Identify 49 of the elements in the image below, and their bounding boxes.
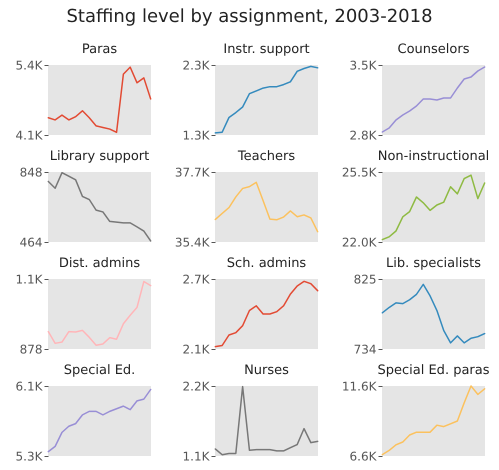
chart-title: Nurses: [244, 363, 290, 378]
line-series: [214, 386, 318, 456]
y-tick-label: 848: [20, 166, 42, 180]
y-tick-label: 2.3K: [182, 58, 211, 72]
y-tick-label: 1.1K: [182, 450, 211, 464]
y-tick-label: 22.0K: [342, 236, 378, 250]
y-tick-label: 2.8K: [350, 128, 378, 142]
y-tick-label: 4.1K: [16, 128, 44, 142]
y-tick-label: 35.4K: [174, 236, 211, 250]
y-tick-label: 1.3K: [182, 128, 211, 142]
line-series: [382, 385, 486, 456]
y-tick-label: 25.5K: [342, 166, 378, 180]
line-series: [48, 172, 152, 242]
line-series: [48, 66, 152, 134]
chart-title: Counselors: [398, 42, 470, 57]
y-tick-label: 5.3K: [16, 450, 44, 464]
text: Staffing level by assignment, 2003-2018: [65, 6, 434, 27]
chart-title: Special Ed.: [64, 363, 136, 378]
y-tick-label: 1.1K: [16, 272, 44, 286]
chart-title: Non-instructional: [378, 149, 490, 164]
line-series: [214, 66, 318, 134]
y-tick-label: 5.4K: [16, 58, 44, 72]
y-tick-label: 2.7K: [182, 272, 211, 286]
chart-title: Library support: [50, 149, 150, 164]
line-series: [382, 174, 486, 240]
line-series: [48, 280, 152, 346]
chart-title: Lib. specialists: [386, 256, 482, 271]
chart-title: Paras: [82, 42, 118, 57]
line-series: [382, 284, 486, 344]
chart-title: Instr. support: [223, 42, 310, 57]
y-tick-label: 878: [20, 342, 42, 356]
line-series: [214, 280, 318, 348]
line-series: [382, 66, 486, 133]
y-tick-label: 2.2K: [182, 380, 211, 394]
line-series: [48, 388, 152, 452]
y-tick-label: 825: [354, 272, 376, 286]
y-tick-label: 6.1K: [16, 380, 44, 394]
y-tick-label: 2.1K: [182, 342, 211, 356]
y-tick-label: 3.5K: [350, 58, 378, 72]
chart-title: Dist. admins: [58, 256, 140, 271]
y-tick-label: 734: [354, 342, 376, 356]
y-tick-label: 6.6K: [350, 450, 378, 464]
y-tick-label: 37.7K: [174, 166, 211, 180]
chart-title: Sch. admins: [226, 256, 306, 271]
line-series: [214, 182, 318, 232]
y-tick-label: 11.6K: [342, 380, 378, 394]
chart-title: Teachers: [236, 149, 296, 164]
y-tick-label: 464: [20, 236, 42, 250]
chart-title: Special Ed. paras: [377, 363, 490, 378]
